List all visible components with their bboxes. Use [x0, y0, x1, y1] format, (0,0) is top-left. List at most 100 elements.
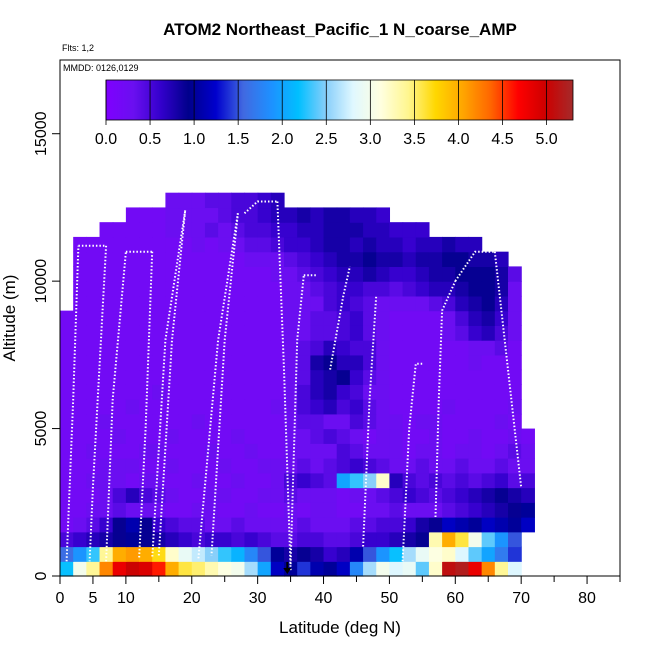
heatmap-cell: [297, 310, 311, 326]
heatmap-cell: [218, 458, 232, 474]
heatmap-cell: [442, 472, 456, 489]
heatmap-cell: [336, 428, 351, 444]
heatmap-cell: [165, 517, 180, 533]
heatmap-cell: [218, 266, 232, 282]
heatmap-cell: [494, 413, 509, 430]
heatmap-cell: [178, 325, 193, 341]
heatmap-cell: [139, 251, 153, 267]
heatmap-cell: [257, 222, 272, 238]
chart-title: ATOM2 Northeast_Pacific_1 N_coarse_AMP: [163, 20, 517, 39]
heatmap-cell: [125, 251, 140, 267]
x-tick-label: 70: [512, 590, 530, 607]
heatmap-cell: [60, 310, 74, 326]
heatmap-cell: [415, 369, 430, 385]
heatmap-cell: [297, 354, 311, 371]
heatmap-cell: [165, 340, 180, 356]
heatmap-cell: [415, 399, 430, 415]
flight-track: [210, 213, 239, 556]
heatmap-cell: [415, 546, 430, 562]
heatmap-cell: [442, 266, 456, 282]
heatmap-cell: [73, 458, 87, 474]
heatmap-cell: [402, 458, 417, 474]
heatmap-cell: [297, 517, 311, 533]
heatmap-cell: [257, 546, 272, 562]
heatmap-cell: [99, 295, 114, 312]
heatmap-cell: [270, 443, 285, 459]
heatmap-cell: [428, 413, 443, 430]
heatmap-cell: [112, 354, 127, 371]
heatmap-cell: [468, 369, 483, 385]
heatmap-cell: [455, 251, 470, 267]
heatmap-cell: [323, 458, 338, 474]
heatmap-cell: [442, 281, 456, 297]
heatmap-cell: [323, 502, 338, 518]
heatmap-cell: [165, 384, 180, 400]
heatmap-cell: [521, 443, 535, 459]
heatmap-cell: [455, 281, 470, 297]
heatmap-cell: [165, 325, 180, 341]
heatmap-cell: [297, 458, 311, 474]
heatmap-cell: [428, 384, 443, 400]
heatmap-cell: [270, 413, 285, 430]
y-tick-label: 15000: [33, 111, 50, 156]
heatmap-cell: [442, 399, 456, 415]
heatmap-cell: [112, 281, 127, 297]
heatmap-cell: [204, 281, 219, 297]
heatmap-cell: [363, 502, 377, 518]
heatmap-cell: [270, 458, 285, 474]
heatmap-cell: [415, 428, 430, 444]
heatmap-cell: [455, 384, 470, 400]
heatmap-cell: [284, 487, 298, 503]
heatmap-cell: [165, 413, 180, 430]
heatmap-cell: [494, 502, 509, 518]
heatmap-cell: [363, 428, 377, 444]
heatmap-cell: [73, 517, 87, 533]
heatmap-cell: [204, 531, 219, 548]
heatmap-cell: [415, 472, 430, 489]
heatmap-cell: [336, 207, 351, 223]
heatmap-cell: [508, 281, 522, 297]
plot-frame: [59, 59, 621, 577]
heatmap-cell: [508, 561, 522, 577]
heatmap-cell: [376, 487, 391, 503]
heatmap-cell: [481, 281, 496, 297]
colorbar-tick-label: 1.5: [227, 131, 249, 148]
heatmap-cell: [231, 295, 246, 312]
heatmap-cell: [455, 325, 470, 341]
heatmap-cell: [428, 399, 443, 415]
heatmap-cell: [231, 428, 246, 444]
heatmap-cell: [139, 531, 153, 548]
heatmap-cell: [73, 340, 87, 356]
heatmap-cell: [218, 281, 232, 297]
heatmap-cell: [244, 369, 259, 385]
heatmap-cell: [402, 295, 417, 312]
heatmap-cell: [494, 251, 509, 267]
heatmap-cell: [376, 458, 391, 474]
heatmap-cell: [73, 428, 87, 444]
heatmap-cell: [349, 236, 364, 253]
heatmap-cell: [442, 546, 456, 562]
heatmap-cell: [204, 487, 219, 503]
heatmap-cell: [389, 546, 404, 562]
heatmap-cell: [231, 517, 246, 533]
x-tick-label: 20: [183, 590, 201, 607]
heatmap-cell: [481, 487, 496, 503]
heatmap-cell: [310, 428, 325, 444]
heatmap-cell: [112, 487, 127, 503]
heatmap-cell: [284, 281, 298, 297]
heatmap-cell: [323, 443, 338, 459]
y-tick-label: 0: [33, 571, 50, 580]
heatmap-cell: [125, 517, 140, 533]
heatmap-cell: [323, 266, 338, 282]
flight-track: [329, 266, 351, 370]
heatmap-cell: [99, 325, 114, 341]
heatmap-cell: [349, 369, 364, 385]
heatmap-cell: [389, 561, 404, 577]
heatmap-cell: [112, 399, 127, 415]
heatmap-cell: [481, 399, 496, 415]
heatmap-cell: [389, 340, 404, 356]
heatmap-cell: [349, 384, 364, 400]
heatmap-cell: [86, 443, 101, 459]
heatmap-cell: [521, 487, 535, 503]
heatmap-cell: [376, 384, 391, 400]
